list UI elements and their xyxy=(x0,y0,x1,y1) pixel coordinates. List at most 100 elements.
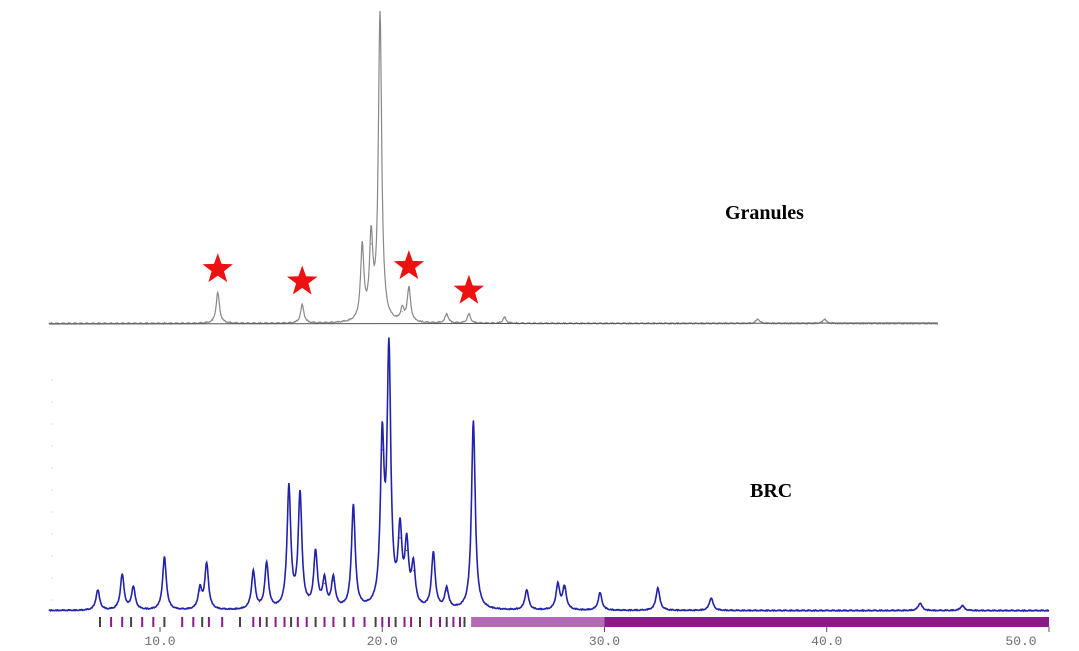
peak-point xyxy=(361,249,363,251)
peak-point xyxy=(468,314,470,316)
reference-tick xyxy=(430,617,433,627)
reference-ticks xyxy=(99,617,1049,627)
peak-point xyxy=(657,587,659,589)
reference-tick xyxy=(259,617,261,627)
peak-point xyxy=(961,605,963,607)
reference-tick xyxy=(121,617,124,627)
reference-tick xyxy=(274,617,277,627)
reference-tick xyxy=(181,617,184,627)
peak-point xyxy=(401,311,403,313)
peak-point xyxy=(379,15,381,17)
reference-tick xyxy=(296,617,299,627)
reference-tick xyxy=(459,617,461,627)
x-tick-label: 10.0 xyxy=(144,634,175,649)
peak-point xyxy=(132,587,134,589)
peak-point xyxy=(266,565,268,567)
reference-tick xyxy=(130,617,133,627)
granules-label: Granules xyxy=(725,202,804,224)
reference-tick xyxy=(283,617,286,627)
peak-point xyxy=(526,590,528,592)
peak-point xyxy=(288,489,290,491)
peak-point xyxy=(252,572,254,574)
reference-tick xyxy=(352,617,355,627)
peak-point xyxy=(503,317,506,319)
x-tick-label: 20.0 xyxy=(367,634,398,649)
peak-point xyxy=(432,555,434,557)
reference-tick xyxy=(323,617,326,627)
reference-tick xyxy=(110,617,113,627)
reference-tick xyxy=(265,617,268,627)
reference-tick xyxy=(394,617,397,627)
peak-point xyxy=(710,597,712,600)
peak-point xyxy=(919,602,921,605)
reference-band xyxy=(604,617,1049,627)
reference-tick xyxy=(163,617,166,627)
peak-point xyxy=(323,582,326,584)
reference-tick xyxy=(410,617,413,627)
granules-pattern xyxy=(48,10,939,326)
reference-tick xyxy=(314,617,317,627)
peak-star-marker xyxy=(202,253,233,283)
reference-tick xyxy=(403,617,406,627)
peak-point xyxy=(352,507,354,509)
reference-tick xyxy=(239,617,241,627)
brc-pattern xyxy=(48,337,1050,613)
peak-point xyxy=(217,292,219,294)
reference-tick xyxy=(445,617,448,627)
peak-star-marker xyxy=(453,274,485,304)
peak-point xyxy=(163,557,165,559)
peak-point xyxy=(206,565,208,567)
reference-band xyxy=(471,617,605,627)
reference-tick xyxy=(252,617,255,627)
x-tick-label: 50.0 xyxy=(1005,634,1036,649)
peak-point xyxy=(97,590,99,592)
reference-tick xyxy=(207,617,210,627)
peak-point xyxy=(557,585,559,587)
peak-point xyxy=(299,497,301,499)
peak-star-marker xyxy=(393,250,425,280)
x-axis: 10.0 20.0 30.0 40.0 50.0 xyxy=(144,627,1050,649)
reference-tick xyxy=(141,617,144,627)
reference-tick xyxy=(374,617,377,627)
peak-point xyxy=(388,358,390,360)
reference-tick xyxy=(221,617,224,627)
granules-baseline xyxy=(48,322,938,325)
reference-tick xyxy=(387,617,390,627)
reference-tick xyxy=(343,617,346,627)
reference-tick xyxy=(201,617,204,627)
peak-point xyxy=(408,289,410,291)
reference-tick xyxy=(452,617,455,627)
reference-tick xyxy=(99,617,101,627)
peak-point xyxy=(370,243,372,245)
peak-point xyxy=(399,537,401,539)
peak-point xyxy=(446,590,448,592)
reference-tick xyxy=(305,617,308,627)
peak-point xyxy=(315,555,317,557)
reference-tick xyxy=(332,617,335,627)
reference-tick xyxy=(192,617,195,627)
peak-point xyxy=(472,421,474,423)
peak-point xyxy=(823,318,826,320)
brc-label: BRC xyxy=(750,480,792,502)
peak-point xyxy=(381,449,383,451)
reference-tick xyxy=(419,617,421,627)
x-tick-label: 30.0 xyxy=(589,634,620,649)
reference-tick xyxy=(439,617,441,627)
reference-tick xyxy=(152,617,155,627)
peak-point xyxy=(446,314,448,316)
peak-point xyxy=(121,575,123,577)
peak-point xyxy=(599,592,601,595)
series-line xyxy=(48,10,939,326)
peak-point xyxy=(332,580,334,582)
series-line xyxy=(48,337,1050,613)
peak-point xyxy=(199,590,201,592)
x-tick-label: 40.0 xyxy=(811,634,842,649)
reference-tick xyxy=(363,617,366,627)
peak-point xyxy=(412,570,414,572)
reference-tick xyxy=(463,617,466,627)
peak-star-marker xyxy=(287,265,318,295)
peak-point xyxy=(301,304,303,307)
reference-tick xyxy=(381,617,384,627)
peak-point xyxy=(406,549,408,552)
